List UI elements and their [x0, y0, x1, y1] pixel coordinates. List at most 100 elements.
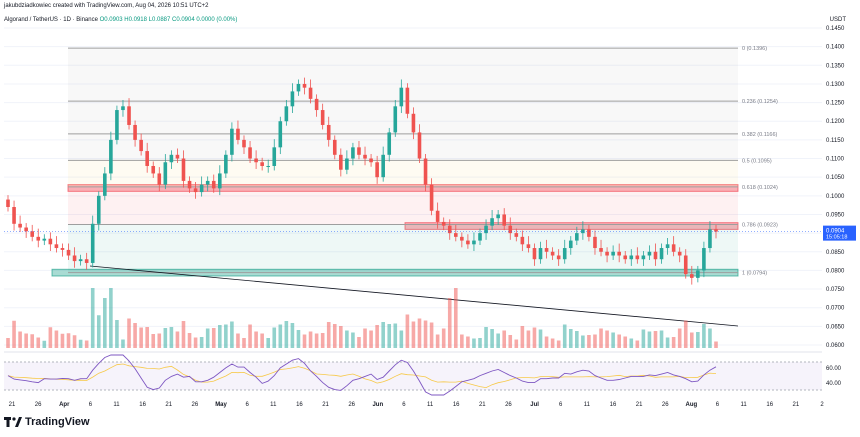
price-tick: 0.0600 — [826, 343, 845, 349]
price-chart[interactable]: 0 (0.1396) 0.236 (0.1254) 0.382 (0.1166) 0.… — [0, 0, 860, 412]
volume-bar — [339, 326, 343, 348]
time-tick: 26 — [35, 402, 42, 408]
volume-bar — [393, 323, 398, 348]
volume-bar — [302, 334, 307, 348]
candle — [514, 233, 519, 237]
time-tick: Jul — [530, 402, 539, 408]
volume-bar — [211, 328, 216, 348]
trend-line — [89, 265, 739, 327]
volume-bar — [641, 329, 646, 348]
volume-bar — [538, 329, 543, 348]
time-axis: 21 26 Apr 6 11 16 21 26 May 6 11 16 21 26 Jun 6 11 16 21 26… — [9, 402, 825, 408]
candle — [689, 274, 694, 278]
time-tick: 6 — [402, 402, 406, 408]
candle — [260, 162, 264, 166]
volume-bar — [320, 333, 325, 348]
time-tick: 16 — [766, 402, 773, 408]
candle — [617, 251, 621, 256]
volume-bar — [484, 327, 488, 348]
volume-bar — [478, 338, 482, 348]
candle — [157, 173, 162, 185]
volume-bar — [629, 338, 634, 348]
volume-bar — [12, 320, 16, 348]
volume-bar — [714, 341, 718, 348]
volume-bar — [290, 323, 295, 348]
candle — [139, 139, 143, 152]
volume-bar — [48, 327, 53, 348]
candle — [90, 223, 95, 263]
candle — [702, 248, 706, 271]
candle — [411, 113, 416, 133]
candle — [568, 240, 573, 249]
time-tick: 26 — [662, 402, 669, 408]
candle — [266, 165, 271, 167]
candle — [417, 132, 422, 159]
volume-bar — [308, 331, 313, 348]
descending-trend-line — [89, 265, 739, 327]
volume-bar — [199, 337, 204, 348]
volume-bar — [60, 333, 65, 348]
candle — [199, 184, 204, 193]
volume-bar — [66, 333, 71, 348]
candle — [296, 83, 301, 92]
price-tick: 0.1250 — [826, 101, 845, 107]
volume-bar — [562, 324, 567, 348]
volume-bar — [581, 335, 585, 348]
price-tick: 0.1150 — [826, 138, 845, 144]
candle — [278, 121, 283, 148]
symbol-legend[interactable]: Algorand / TetherUS · 1D · Binance O0.09… — [4, 17, 237, 23]
time-tick: 11 — [270, 402, 277, 408]
time-tick: Apr — [59, 402, 70, 408]
volume-bar — [550, 338, 555, 348]
fib-label: 0.618 (0.1024) — [742, 185, 778, 191]
tradingview-logo[interactable]: TradingView — [4, 416, 90, 428]
volume-bar — [417, 318, 422, 348]
candle — [593, 236, 597, 249]
candle — [127, 106, 131, 125]
time-tick: Jun — [372, 402, 383, 408]
time-tick: 21 — [479, 402, 486, 408]
volume-bar — [121, 339, 125, 348]
volume-bar — [623, 336, 628, 348]
time-tick: 26 — [348, 402, 355, 408]
volume-bar — [665, 337, 670, 348]
time-tick: 21 — [322, 402, 329, 408]
candle — [6, 199, 10, 208]
candle — [641, 255, 646, 260]
candle — [230, 128, 234, 155]
time-tick: 6 — [89, 402, 93, 408]
time-tick: 16 — [296, 402, 303, 408]
candle — [429, 184, 434, 211]
volume-bar — [72, 335, 77, 348]
rsi-line — [7, 354, 717, 396]
candle — [175, 154, 180, 159]
candle — [399, 87, 404, 107]
volume-bar — [689, 332, 694, 348]
volume-bar — [520, 326, 525, 348]
candle — [181, 158, 186, 181]
candle — [587, 229, 591, 237]
fib-band — [68, 224, 738, 273]
volume-bar — [435, 334, 440, 348]
volume-bar — [224, 324, 228, 348]
price-tick: 0.1050 — [826, 175, 845, 181]
volume-bar — [314, 333, 319, 348]
candle — [708, 229, 712, 249]
candle — [205, 180, 210, 185]
time-tick: 6 — [716, 402, 720, 408]
candle — [508, 225, 513, 234]
candle — [532, 248, 537, 260]
volume-bar — [429, 322, 434, 348]
volume-bar — [254, 331, 258, 348]
candle — [375, 162, 379, 178]
volume-bar — [708, 328, 712, 348]
candle — [66, 249, 71, 256]
volume-bar — [36, 337, 41, 348]
volume-bar — [502, 330, 507, 348]
ohlc-values: O0.0903 H0.0918 L0.0887 C0.0904 0.0000 (… — [99, 17, 238, 23]
symbol-title: Algorand / TetherUS · 1D · Binance — [4, 17, 98, 23]
volume-bar — [617, 334, 621, 348]
candle — [54, 244, 59, 249]
candle — [320, 110, 325, 125]
